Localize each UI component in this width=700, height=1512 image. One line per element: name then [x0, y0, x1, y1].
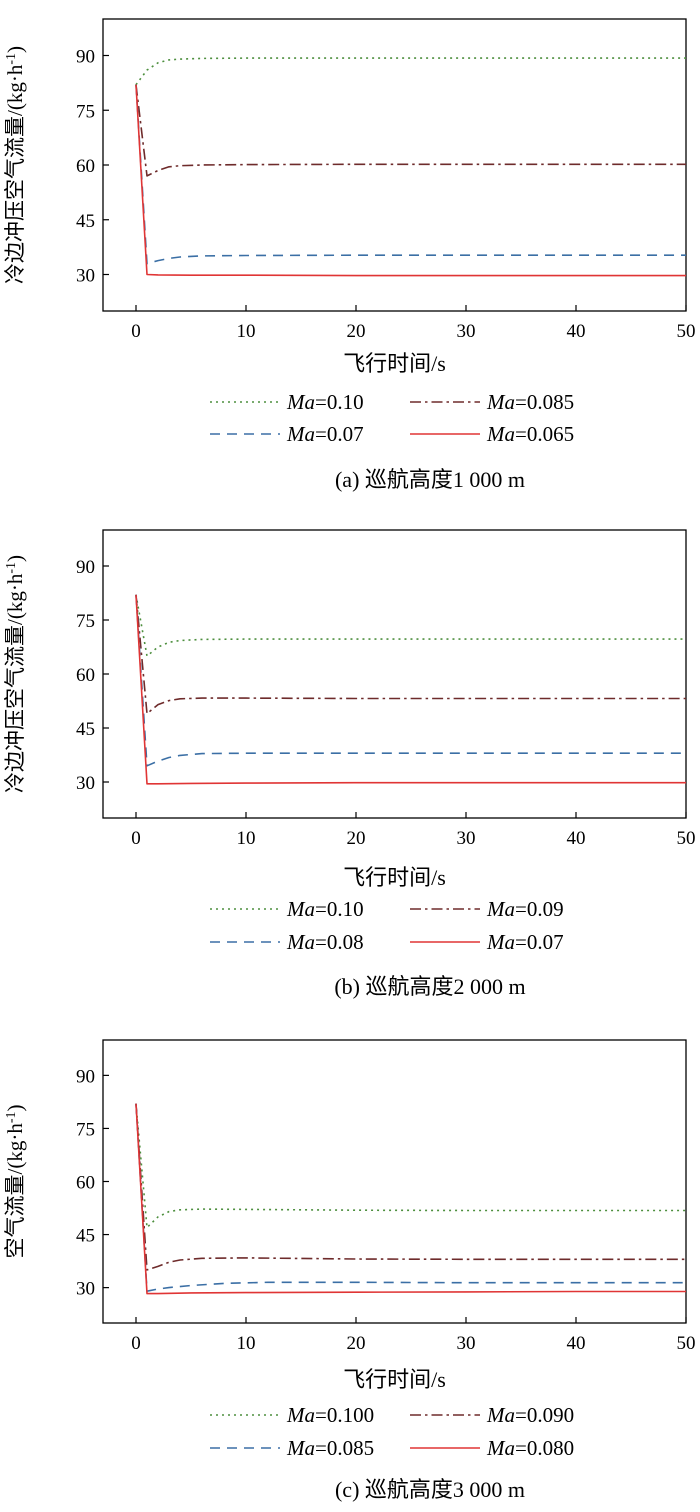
y-tick-label: 45	[76, 1226, 95, 1247]
legend-label-4: Ma=0.07	[486, 930, 564, 954]
legend-label-1: Ma=0.100	[286, 1403, 374, 1427]
y-tick-label: 60	[76, 1173, 95, 1194]
legend-label-3: Ma=0.07	[286, 422, 364, 446]
legend-label-2: Ma=0.09	[486, 897, 564, 921]
x-tick-label: 20	[347, 1333, 366, 1354]
legend-label-2: Ma=0.090	[486, 1403, 574, 1427]
panel-caption: (a) 巡航高度1 000 m	[335, 467, 525, 492]
series-line-2	[135, 594, 686, 715]
series-line-3	[135, 594, 686, 767]
y-axis-label: 冷边冲压空气流量/(kg·h-1)	[3, 555, 27, 793]
x-tick-label: 0	[131, 828, 141, 849]
chart-panel-1: 0 10 20 30 40 50 30 45 60 75 90 飞行时间/s 冷边冲压空气流量/(kg·…	[3, 18, 696, 492]
x-tick-label: 0	[131, 1333, 141, 1354]
y-tick-label: 60	[76, 156, 95, 177]
y-tick-label: 90	[76, 1066, 95, 1087]
x-tick-label: 20	[347, 321, 366, 342]
x-axis-label: 飞行时间/s	[343, 865, 446, 890]
legend-label-3: Ma=0.085	[286, 1436, 374, 1460]
series-line-2	[135, 1103, 686, 1271]
x-tick-label: 10	[237, 321, 256, 342]
chart-panel-2: 0 10 20 30 40 50 30 45 60 75 90 飞行时间/s 冷边冲压空气流量/(kg·…	[3, 529, 696, 999]
y-tick-label: 30	[76, 266, 95, 287]
x-tick-label: 40	[567, 321, 586, 342]
panel-caption: (c) 巡航高度3 000 m	[335, 1477, 525, 1502]
x-axis-label: 飞行时间/s	[343, 1367, 446, 1392]
y-tick-label: 75	[76, 611, 95, 632]
y-tick-label: 90	[76, 557, 95, 578]
series-line-4	[135, 1103, 686, 1295]
y-tick-label: 60	[76, 665, 95, 686]
x-tick-label: 50	[677, 321, 696, 342]
legend-label-4: Ma=0.065	[486, 422, 574, 446]
legend-label-1: Ma=0.10	[286, 897, 364, 921]
x-axis-label: 飞行时间/s	[343, 351, 446, 376]
y-tick-label: 30	[76, 1279, 95, 1300]
y-axis-label: 冷边冲压空气流量/(kg·h-1)	[3, 46, 27, 284]
x-tick-label: 10	[237, 828, 256, 849]
y-tick-label: 45	[76, 211, 95, 232]
y-tick-label: 75	[76, 101, 95, 122]
plot-frame	[102, 1039, 687, 1324]
legend-label-4: Ma=0.080	[486, 1436, 574, 1460]
x-tick-label: 40	[567, 1333, 586, 1354]
x-tick-label: 50	[677, 1333, 696, 1354]
x-tick-label: 50	[677, 828, 696, 849]
x-tick-label: 30	[457, 321, 476, 342]
x-tick-label: 0	[131, 321, 141, 342]
x-tick-label: 40	[567, 828, 586, 849]
legend-label-1: Ma=0.10	[286, 390, 364, 414]
series-line-1	[135, 1103, 686, 1229]
series-line-3	[135, 1103, 686, 1292]
y-tick-label: 75	[76, 1119, 95, 1140]
y-axis-label: 空气流量/(kg·h-1)	[3, 1105, 27, 1259]
y-tick-label: 90	[76, 47, 95, 68]
series-line-1	[135, 594, 686, 657]
y-tick-label: 45	[76, 719, 95, 740]
x-tick-label: 20	[347, 828, 366, 849]
x-tick-label: 30	[457, 1333, 476, 1354]
panel-caption: (b) 巡航高度2 000 m	[334, 974, 525, 999]
series-line-4	[135, 84, 686, 277]
legend-label-3: Ma=0.08	[286, 930, 364, 954]
legend-label-2: Ma=0.085	[486, 390, 574, 414]
series-line-1	[135, 57, 686, 86]
x-tick-label: 30	[457, 828, 476, 849]
series-line-2	[135, 84, 686, 177]
y-tick-label: 30	[76, 773, 95, 794]
x-tick-label: 10	[237, 1333, 256, 1354]
chart-panel-3: 0 10 20 30 40 50 30 45 60 75 90 飞行时间/s 空气流量/(kg·h-1)…	[3, 1039, 696, 1502]
series-line-3	[135, 84, 686, 265]
plot-frame	[102, 529, 687, 819]
series-line-4	[135, 594, 686, 785]
